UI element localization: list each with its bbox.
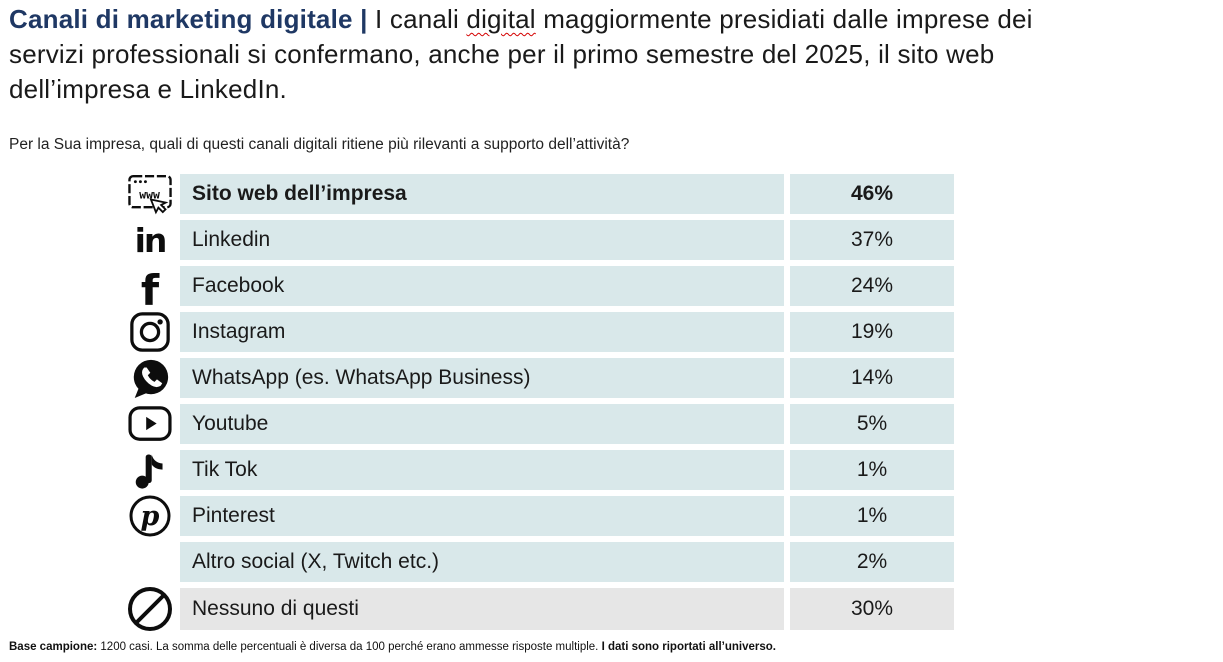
channel-value: 30% [790, 588, 954, 630]
channel-row: Altro social (X, Twitch etc.) 2% [120, 542, 954, 582]
title-brand: Canali di marketing digitale [9, 4, 353, 34]
title-text-before: I canali [375, 4, 467, 34]
title-separator: | [352, 4, 376, 34]
footnote-bold-prefix: Base campione: [9, 641, 98, 653]
channel-icon-slot [120, 542, 180, 582]
channel-label: Altro social (X, Twitch etc.) [180, 542, 784, 582]
channel-label: Nessuno di questi [180, 588, 784, 630]
channel-row: Instagram 19% [120, 312, 954, 352]
channel-row: Youtube 5% [120, 404, 954, 444]
svg-text:p: p [141, 501, 160, 532]
survey-question: Per la Sua impresa, quali di questi cana… [9, 136, 630, 153]
slide-title: Canali di marketing digitale | I canali … [9, 2, 1054, 107]
channel-label: WhatsApp (es. WhatsApp Business) [180, 358, 784, 398]
channel-value: 5% [790, 404, 954, 444]
channel-icon-slot: www [120, 174, 180, 215]
channel-value: 1% [790, 450, 954, 490]
youtube-icon [128, 406, 172, 441]
channel-value: 2% [790, 542, 954, 582]
title-spellcheck-word: digital [466, 4, 536, 34]
pinterest-icon: p [129, 495, 171, 537]
channel-row: Tik Tok 1% [120, 450, 954, 490]
channel-icon-slot: p [120, 495, 180, 537]
channel-label: Facebook [180, 266, 784, 306]
channels-table: www Sito web dell’impresa 46% in Linkedi… [120, 174, 954, 636]
channel-icon-slot: in [120, 220, 180, 260]
title-text-after: maggiormente presidiati dalle imprese de… [9, 4, 1033, 104]
channel-icon-slot [120, 587, 180, 631]
channel-value: 24% [790, 266, 954, 306]
linkedin-icon: in [134, 220, 168, 260]
footnote: Base campione: 1200 casi. La somma delle… [9, 641, 776, 653]
channel-label: Instagram [180, 312, 784, 352]
channel-value: 19% [790, 312, 954, 352]
channel-label: Tik Tok [180, 450, 784, 490]
footnote-text: 1200 casi. La somma delle percentuali è … [97, 641, 602, 653]
channel-label: Pinterest [180, 496, 784, 536]
channel-value: 14% [790, 358, 954, 398]
tiktok-icon [135, 454, 163, 489]
whatsapp-icon [133, 359, 169, 399]
channel-value: 37% [790, 220, 954, 260]
channel-value: 1% [790, 496, 954, 536]
channel-icon-slot [120, 404, 180, 444]
channel-icon-slot [120, 312, 180, 352]
channel-label: Youtube [180, 404, 784, 444]
channel-row: www Sito web dell’impresa 46% [120, 174, 954, 215]
none-icon [128, 587, 172, 631]
channel-row: f Facebook 24% [120, 266, 954, 312]
svg-text:www: www [139, 188, 160, 202]
instagram-icon [130, 312, 170, 352]
footnote-bold-suffix: I dati sono riportati all’universo. [601, 641, 777, 653]
website-icon: www [128, 175, 172, 215]
channel-row: Nessuno di questi 30% [120, 587, 954, 631]
channel-value: 46% [790, 174, 954, 214]
channel-row: in Linkedin 37% [120, 220, 954, 260]
channel-icon-slot [120, 450, 180, 490]
channel-icon-slot: f [120, 266, 180, 312]
channel-label: Linkedin [180, 220, 784, 260]
channel-row: p Pinterest 1% [120, 495, 954, 537]
channel-label: Sito web dell’impresa [180, 174, 784, 214]
channel-icon-slot [120, 358, 180, 399]
facebook-icon: f [140, 266, 160, 315]
channel-row: WhatsApp (es. WhatsApp Business) 14% [120, 358, 954, 399]
